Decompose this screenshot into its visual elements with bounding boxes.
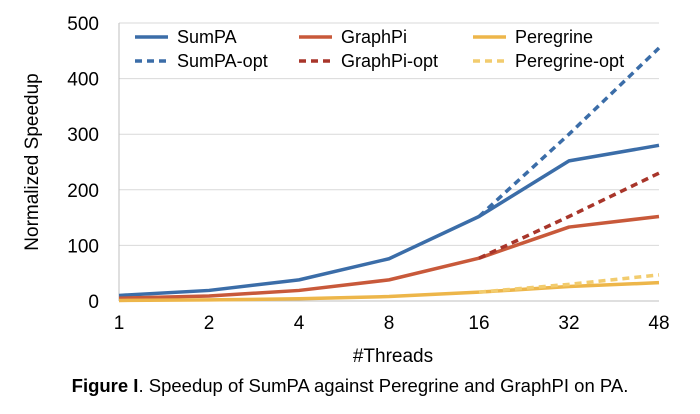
series-line-graphpi <box>118 214 660 300</box>
x-tick-label-32: 32 <box>558 313 579 334</box>
x-tick-label-48: 48 <box>648 313 669 334</box>
x-tick-label-4: 4 <box>294 313 305 334</box>
x-tick-labels: 1 2 4 8 16 32 48 <box>114 313 670 334</box>
figure-caption: Figure I. Speedup of SumPA against Pereg… <box>0 375 700 397</box>
legend-label-sumpa: SumPA <box>177 27 237 47</box>
legend: SumPA GraphPi Peregrine SumPA-opt GraphPi-op… <box>135 27 624 71</box>
y-tick-label-500: 500 <box>67 14 99 35</box>
series-line-graphpi-opt <box>478 171 660 260</box>
legend-label-peregrine: Peregrine <box>515 27 593 47</box>
y-tick-label-400: 400 <box>67 70 99 91</box>
x-tick-label-8: 8 <box>384 313 395 334</box>
y-tick-label-100: 100 <box>67 236 99 257</box>
x-axis-title: #Threads <box>353 346 433 367</box>
series-line-sumpa <box>118 143 660 298</box>
y-tick-label-0: 0 <box>88 292 99 313</box>
series-line-sumpa-opt <box>477 46 661 218</box>
caption-text: . Speedup of SumPA against Peregrine and… <box>138 375 629 396</box>
x-tick-label-1: 1 <box>114 313 125 334</box>
y-tick-label-300: 300 <box>67 125 99 146</box>
legend-label-graphpi: GraphPi <box>341 27 407 47</box>
legend-label-peregrine-opt: Peregrine-opt <box>515 51 624 71</box>
x-tick-label-2: 2 <box>204 313 215 334</box>
series-lines <box>118 46 661 303</box>
x-tick-label-16: 16 <box>468 313 489 334</box>
legend-label-graphpi-opt: GraphPi-opt <box>341 51 438 71</box>
series-line-peregrine-opt <box>478 273 660 294</box>
caption-label: Figure I <box>71 375 139 396</box>
y-tick-label-200: 200 <box>67 181 99 202</box>
legend-label-sumpa-opt: SumPA-opt <box>177 51 268 71</box>
series-line-peregrine <box>118 280 660 303</box>
gridlines <box>119 22 659 246</box>
y-tick-labels: 0 100 200 300 400 500 <box>67 14 99 313</box>
y-axis-title: Normalized Speedup <box>22 73 43 250</box>
